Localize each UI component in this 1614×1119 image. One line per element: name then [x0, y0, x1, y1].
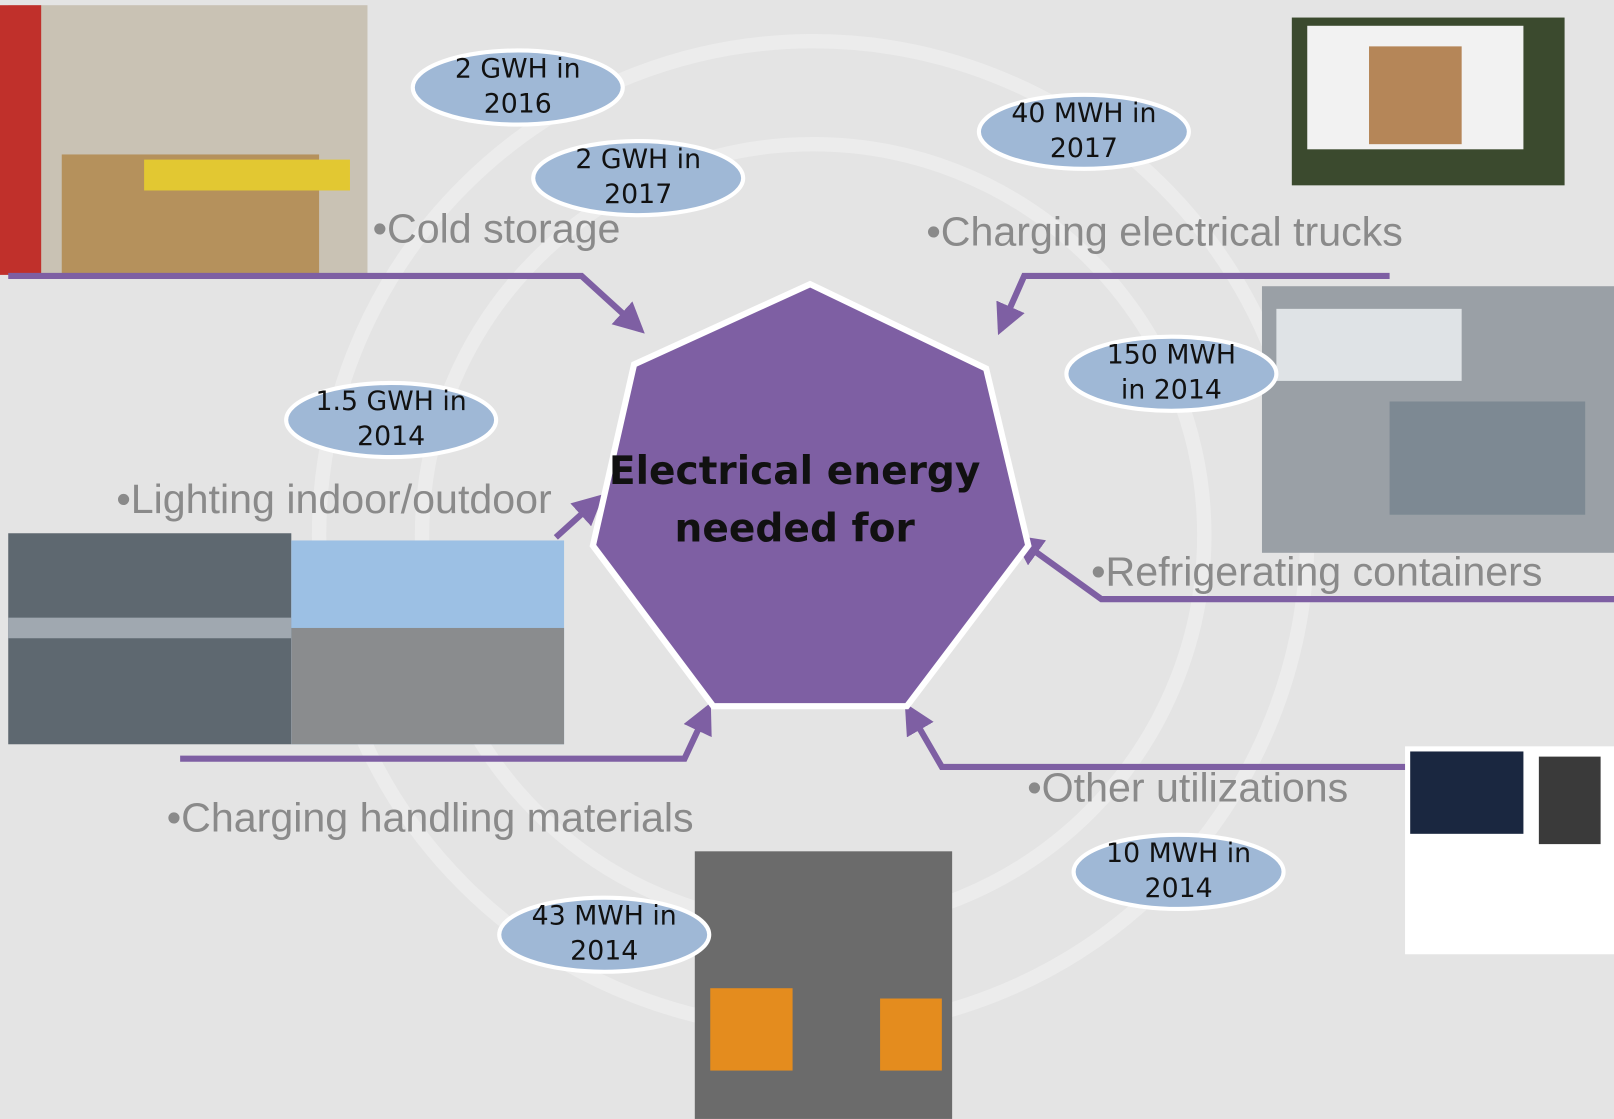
arrow [996, 272, 1390, 336]
text-line: 10 MWH in [1106, 838, 1251, 869]
badge [284, 380, 499, 460]
photos [0, 5, 1614, 1119]
text-line: 1.5 GWH in [316, 386, 467, 417]
text-line: 2017 [604, 179, 672, 210]
badge [1071, 832, 1286, 912]
item-label: •Other utilizations [1027, 764, 1348, 810]
text-line: 40 MWH in [1011, 98, 1156, 129]
arrow [180, 702, 712, 762]
item-label: •Charging handling materials [167, 794, 694, 840]
arrow [8, 272, 645, 334]
text-line: needed for [675, 507, 916, 552]
text-line: 43 MWH in [532, 901, 677, 932]
text-line: 2016 [484, 89, 552, 120]
item-label: •Refrigerating containers [1091, 548, 1542, 594]
badge [531, 139, 746, 218]
arrow [904, 702, 1406, 770]
badge [1064, 334, 1279, 413]
arrow [553, 494, 604, 540]
item-label: •Lighting indoor/outdoor [116, 476, 552, 522]
badge [410, 48, 625, 127]
arrows [8, 272, 1614, 770]
text-line: 2014 [570, 936, 638, 967]
text-line: 2014 [1145, 873, 1213, 904]
text-line: 2 GWH in [575, 144, 701, 175]
badge [497, 895, 712, 974]
center-heptagon [589, 280, 1032, 710]
text-line: in 2014 [1121, 375, 1222, 406]
text-line: 2017 [1050, 133, 1118, 164]
item-label: •Cold storage [373, 206, 621, 252]
text-line: 2 GWH in [455, 54, 581, 85]
badge [976, 92, 1191, 171]
text-line: 150 MWH [1107, 340, 1236, 371]
photo-lighting-indoor [8, 533, 292, 745]
text-line: 2014 [357, 421, 425, 452]
arrow [1011, 534, 1614, 603]
item-label: •Charging electrical trucks [926, 209, 1402, 255]
photo-forklift [694, 851, 953, 1119]
text-line: Electrical energy [609, 449, 980, 494]
